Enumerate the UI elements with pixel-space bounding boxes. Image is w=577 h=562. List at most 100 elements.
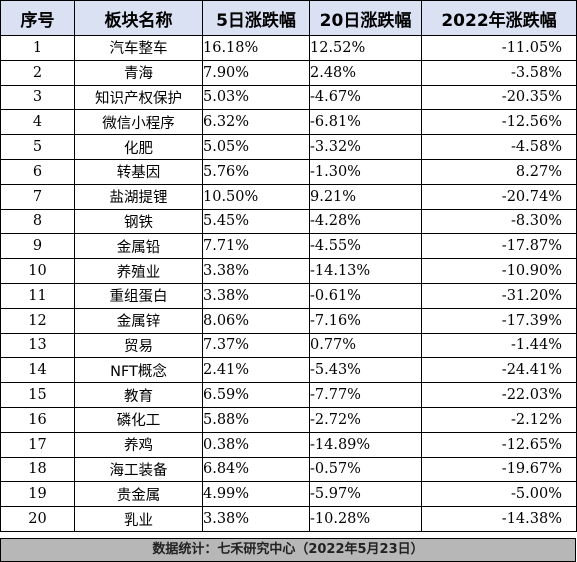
cell-ytd-change: -8.30% bbox=[421, 208, 577, 235]
cell-20day-change: -10.28% bbox=[309, 506, 422, 532]
cell-5day-change: 5.45% bbox=[202, 208, 310, 235]
cell-20day-change: -0.57% bbox=[309, 456, 422, 483]
cell-rank: 7 bbox=[0, 183, 75, 210]
cell-20day-change: -5.43% bbox=[309, 357, 422, 384]
cell-5day-change: 16.18% bbox=[202, 35, 310, 61]
table-row: 1 汽车整车 16.18% 12.52% -11.05% bbox=[0, 35, 577, 61]
cell-5day-change: 3.38% bbox=[202, 282, 310, 309]
cell-sector-name: 贸易 bbox=[74, 332, 203, 359]
cell-sector-name: 知识产权保护 bbox=[74, 84, 203, 111]
cell-ytd-change: -31.20% bbox=[421, 282, 577, 309]
cell-sector-name: 教育 bbox=[74, 382, 203, 408]
cell-5day-change: 8.06% bbox=[202, 307, 310, 334]
cell-ytd-change: -17.87% bbox=[421, 233, 577, 260]
cell-rank: 18 bbox=[0, 456, 75, 483]
cell-20day-change: -4.55% bbox=[309, 233, 422, 260]
cell-ytd-change: -10.90% bbox=[421, 258, 577, 284]
header-row: 序号 板块名称 5日涨跌幅 20日涨跌幅 2022年涨跌幅 bbox=[0, 0, 577, 36]
cell-ytd-change: -20.35% bbox=[421, 84, 577, 111]
cell-rank: 15 bbox=[0, 382, 75, 408]
cell-rank: 1 bbox=[0, 35, 75, 61]
table-row: 3 知识产权保护 5.03% -4.67% -20.35% bbox=[0, 84, 577, 111]
cell-sector-name: 贵金属 bbox=[74, 481, 203, 508]
cell-sector-name: 汽车整车 bbox=[74, 35, 203, 61]
cell-ytd-change: -22.03% bbox=[421, 382, 577, 408]
cell-sector-name: 金属锌 bbox=[74, 307, 203, 334]
header-ytd-change: 2022年涨跌幅 bbox=[421, 0, 577, 36]
header-rank: 序号 bbox=[0, 0, 75, 36]
cell-sector-name: 微信小程序 bbox=[74, 109, 203, 136]
cell-5day-change: 7.71% bbox=[202, 233, 310, 260]
cell-rank: 3 bbox=[0, 84, 75, 111]
cell-20day-change: -14.89% bbox=[309, 431, 422, 458]
cell-rank: 5 bbox=[0, 134, 75, 160]
cell-ytd-change: -20.74% bbox=[421, 183, 577, 210]
cell-ytd-change: -11.05% bbox=[421, 35, 577, 61]
cell-ytd-change: -17.39% bbox=[421, 307, 577, 334]
cell-ytd-change: -14.38% bbox=[421, 506, 577, 532]
cell-ytd-change: -24.41% bbox=[421, 357, 577, 384]
table-row: 11 重组蛋白 3.38% -0.61% -31.20% bbox=[0, 282, 577, 309]
cell-20day-change: -3.32% bbox=[309, 134, 422, 160]
cell-20day-change: -7.16% bbox=[309, 307, 422, 334]
cell-sector-name: 养殖业 bbox=[74, 258, 203, 284]
cell-rank: 11 bbox=[0, 282, 75, 309]
cell-ytd-change: -2.12% bbox=[421, 406, 577, 433]
data-source-footer: 数据统计：七禾研究中心（2022年5月23日） bbox=[0, 538, 576, 562]
cell-ytd-change: 8.27% bbox=[421, 158, 577, 185]
cell-sector-name: 磷化工 bbox=[74, 406, 203, 433]
table-row: 4 微信小程序 6.32% -6.81% -12.56% bbox=[0, 109, 577, 136]
cell-rank: 12 bbox=[0, 307, 75, 334]
cell-5day-change: 0.38% bbox=[202, 431, 310, 458]
cell-sector-name: 青海 bbox=[74, 59, 203, 86]
cell-5day-change: 6.84% bbox=[202, 456, 310, 483]
cell-sector-name: 重组蛋白 bbox=[74, 282, 203, 309]
cell-20day-change: -2.72% bbox=[309, 406, 422, 433]
cell-sector-name: 钢铁 bbox=[74, 208, 203, 235]
cell-rank: 2 bbox=[0, 59, 75, 86]
table-row: 2 青海 7.90% 2.48% -3.58% bbox=[0, 59, 577, 86]
cell-rank: 4 bbox=[0, 109, 75, 136]
table-row: 12 金属锌 8.06% -7.16% -17.39% bbox=[0, 307, 577, 334]
table-row: 15 教育 6.59% -7.77% -22.03% bbox=[0, 382, 577, 408]
header-5day-change: 5日涨跌幅 bbox=[202, 0, 310, 36]
cell-rank: 19 bbox=[0, 481, 75, 508]
cell-5day-change: 7.37% bbox=[202, 332, 310, 359]
cell-20day-change: 2.48% bbox=[309, 59, 422, 86]
cell-20day-change: 12.52% bbox=[309, 35, 422, 61]
cell-5day-change: 6.59% bbox=[202, 382, 310, 408]
table-row: 10 养殖业 3.38% -14.13% -10.90% bbox=[0, 258, 577, 284]
sector-performance-table: 序号 板块名称 5日涨跌幅 20日涨跌幅 2022年涨跌幅 1 汽车整车 16.18… bbox=[0, 0, 577, 532]
cell-rank: 10 bbox=[0, 258, 75, 284]
cell-ytd-change: -3.58% bbox=[421, 59, 577, 86]
cell-sector-name: 养鸡 bbox=[74, 431, 203, 458]
cell-20day-change: -7.77% bbox=[309, 382, 422, 408]
cell-20day-change: 0.77% bbox=[309, 332, 422, 359]
cell-ytd-change: -12.65% bbox=[421, 431, 577, 458]
cell-20day-change: -14.13% bbox=[309, 258, 422, 284]
cell-sector-name: 金属铅 bbox=[74, 233, 203, 260]
cell-rank: 8 bbox=[0, 208, 75, 235]
table-row: 14 NFT概念 2.41% -5.43% -24.41% bbox=[0, 357, 577, 384]
cell-ytd-change: -1.44% bbox=[421, 332, 577, 359]
table-row: 20 乳业 3.38% -10.28% -14.38% bbox=[0, 506, 577, 532]
table-row: 9 金属铅 7.71% -4.55% -17.87% bbox=[0, 233, 577, 260]
cell-5day-change: 5.05% bbox=[202, 134, 310, 160]
cell-rank: 13 bbox=[0, 332, 75, 359]
cell-5day-change: 5.03% bbox=[202, 84, 310, 111]
cell-20day-change: -1.30% bbox=[309, 158, 422, 185]
cell-sector-name: 转基因 bbox=[74, 158, 203, 185]
cell-20day-change: -4.67% bbox=[309, 84, 422, 111]
table-row: 8 钢铁 5.45% -4.28% -8.30% bbox=[0, 208, 577, 235]
cell-20day-change: -6.81% bbox=[309, 109, 422, 136]
cell-rank: 9 bbox=[0, 233, 75, 260]
table-row: 6 转基因 5.76% -1.30% 8.27% bbox=[0, 158, 577, 185]
table-row: 16 磷化工 5.88% -2.72% -2.12% bbox=[0, 406, 577, 433]
cell-20day-change: -0.61% bbox=[309, 282, 422, 309]
cell-5day-change: 4.99% bbox=[202, 481, 310, 508]
cell-sector-name: 盐湖提锂 bbox=[74, 183, 203, 210]
cell-5day-change: 5.76% bbox=[202, 158, 310, 185]
table-row: 18 海工装备 6.84% -0.57% -19.67% bbox=[0, 456, 577, 483]
table-row: 13 贸易 7.37% 0.77% -1.44% bbox=[0, 332, 577, 359]
cell-5day-change: 6.32% bbox=[202, 109, 310, 136]
